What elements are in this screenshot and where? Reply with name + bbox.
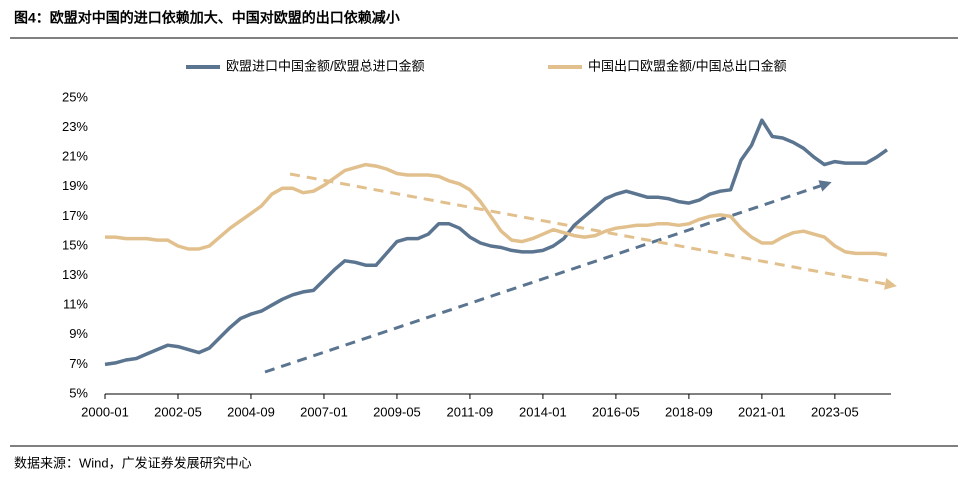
legend-label: 中国出口欧盟金额/中国总出口金额 bbox=[588, 58, 787, 73]
x-tick-label: 2004-09 bbox=[227, 404, 275, 419]
x-tick-label: 2002-05 bbox=[154, 404, 202, 419]
y-tick-label: 15% bbox=[62, 237, 88, 252]
x-tick-label: 2016-05 bbox=[592, 404, 640, 419]
y-tick-label: 11% bbox=[63, 297, 88, 312]
chart-title: 图4：欧盟对中国的进口依赖加大、中国对欧盟的出口依赖减小 bbox=[14, 10, 400, 26]
y-tick-label: 21% bbox=[62, 149, 88, 164]
y-tick-label: 25% bbox=[62, 89, 88, 104]
y-tick-label: 7% bbox=[69, 356, 88, 371]
x-tick-label: 2023-05 bbox=[811, 404, 859, 419]
x-tick-label: 2018-09 bbox=[665, 404, 713, 419]
source: 数据来源：Wind，广发证券发展研究中心 bbox=[14, 455, 252, 470]
y-tick-label: 17% bbox=[62, 208, 88, 223]
series-line bbox=[105, 162, 888, 257]
y-tick-label: 19% bbox=[62, 178, 88, 193]
trend-arrow bbox=[264, 180, 832, 374]
trend-arrow bbox=[289, 172, 897, 290]
y-tick-label: 13% bbox=[62, 267, 88, 282]
y-tick-label: 5% bbox=[69, 385, 88, 400]
y-tick-label: 9% bbox=[69, 326, 88, 341]
x-tick-label: 2011-09 bbox=[447, 404, 494, 419]
series-line bbox=[104, 118, 889, 367]
x-tick-label: 2000-01 bbox=[81, 404, 129, 419]
x-tick-label: 2021-01 bbox=[738, 404, 786, 419]
legend-label: 欧盟进口中国金额/欧盟总进口金额 bbox=[226, 58, 425, 73]
y-tick-label: 23% bbox=[62, 119, 88, 134]
x-tick-label: 2009-05 bbox=[373, 404, 421, 419]
x-tick-label: 2007-01 bbox=[300, 404, 348, 419]
x-tick-label: 2014-01 bbox=[519, 404, 567, 419]
